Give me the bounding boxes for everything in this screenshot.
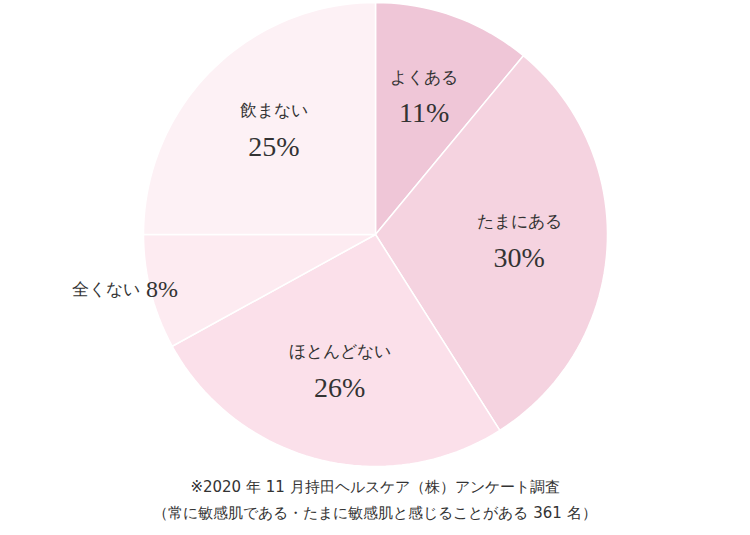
svg-text:よくある: よくある — [390, 67, 458, 87]
svg-text:全くない: 全くない — [72, 279, 140, 299]
svg-text:8%: 8% — [146, 276, 178, 302]
svg-text:たまにある: たまにある — [477, 211, 562, 231]
svg-text:25%: 25% — [248, 131, 299, 162]
svg-text:ほとんどない: ほとんどない — [289, 341, 391, 361]
svg-text:26%: 26% — [314, 372, 365, 403]
html-text:※2020 年 11 月持田ヘルスケア（株）アンケート調査: ※2020 年 11 月持田ヘルスケア（株）アンケート調査 — [190, 478, 560, 496]
svg-text:11%: 11% — [399, 97, 449, 128]
svg-text:30%: 30% — [493, 241, 544, 272]
html-text:（常に敏感肌である・たまに敏感肌と感じることがある 361: （常に敏感肌である・たまに敏感肌と感じることがある 361 名） — [153, 504, 597, 522]
svg-text:飲まない: 飲まない — [240, 100, 308, 120]
